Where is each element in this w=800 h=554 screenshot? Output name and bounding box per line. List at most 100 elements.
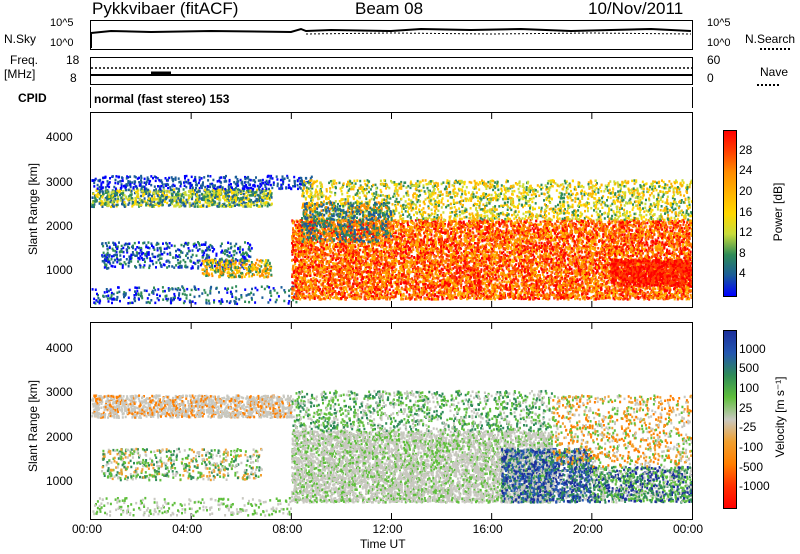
power-cell — [186, 287, 189, 291]
power-cell — [134, 248, 137, 251]
power-cell — [153, 248, 156, 251]
power-cell — [241, 197, 244, 200]
power-cell — [147, 246, 149, 249]
power-cell — [256, 273, 259, 276]
power-cell — [105, 288, 108, 291]
power-cell — [113, 197, 115, 201]
freq-trace — [91, 67, 692, 76]
power-cell — [194, 202, 197, 205]
power-cell — [96, 187, 99, 190]
power-cell — [223, 202, 226, 206]
power-cell — [259, 195, 262, 199]
power-cell — [255, 197, 258, 201]
nsearch-tick-top: 10^5 — [707, 17, 731, 29]
power-cell — [264, 181, 267, 184]
power-cell — [260, 198, 263, 201]
power-cell — [228, 259, 231, 263]
power-cell — [172, 188, 174, 192]
power-cell — [178, 192, 181, 196]
power-cell — [156, 241, 159, 245]
power-cell — [121, 202, 123, 206]
power-cell — [234, 302, 236, 305]
power-cell — [210, 285, 213, 289]
power-cell — [242, 205, 245, 208]
power-cell — [206, 263, 209, 266]
power-cell — [200, 205, 203, 208]
power-cell — [207, 179, 210, 182]
power-cell — [133, 175, 136, 178]
power-cell — [163, 197, 166, 201]
power-cell — [196, 193, 198, 196]
power-cell — [104, 186, 107, 189]
power-cell — [287, 302, 290, 305]
power-cell — [257, 187, 260, 190]
power-cell — [218, 205, 221, 208]
power-cell — [207, 299, 210, 303]
power-cell — [130, 197, 132, 200]
power-cell — [152, 176, 154, 180]
power-cell — [164, 177, 167, 180]
power-cell — [234, 191, 237, 195]
power-cell — [123, 295, 125, 299]
power-cell — [116, 199, 119, 203]
power-cell — [171, 202, 174, 206]
power-cell — [107, 203, 110, 207]
power-cell — [187, 241, 190, 245]
power-cell — [157, 298, 160, 302]
power-cell — [178, 292, 181, 295]
power-cell — [211, 203, 214, 207]
power-cell — [106, 248, 109, 251]
power-cell — [171, 199, 174, 203]
power-cell — [173, 184, 176, 188]
power-cell — [95, 194, 98, 197]
power-cell — [258, 274, 261, 278]
power-cell — [247, 186, 250, 190]
power-cell — [214, 271, 217, 274]
power-cell — [171, 265, 174, 268]
power-cell — [275, 175, 278, 178]
power-cell — [218, 191, 221, 195]
power-cell — [237, 246, 240, 250]
power-cell — [209, 292, 212, 295]
power-cell — [252, 201, 255, 204]
power-cell — [148, 180, 151, 183]
power-cell — [275, 298, 278, 302]
power-cell — [202, 204, 205, 207]
power-cell — [574, 297, 577, 301]
power-cell — [238, 250, 241, 254]
power-cell — [215, 187, 218, 190]
power-cell — [234, 266, 237, 269]
power-cell — [150, 299, 153, 302]
power-cell — [238, 274, 240, 278]
power-cell — [247, 189, 250, 192]
power-cell — [233, 299, 236, 303]
power-cell — [247, 181, 250, 184]
power-cell — [272, 181, 275, 184]
power-cell — [207, 190, 210, 194]
power-cell — [243, 275, 246, 278]
power-cell — [109, 177, 111, 180]
power-cell — [106, 297, 109, 300]
power-cell — [206, 184, 209, 188]
power-cell — [235, 285, 238, 288]
power-cell — [172, 190, 175, 194]
power-cell — [285, 187, 288, 190]
power-cell — [184, 202, 187, 206]
power-cell — [236, 193, 239, 196]
power-cell — [106, 200, 109, 204]
power-cell — [187, 194, 190, 198]
power-cell — [147, 195, 150, 198]
power-cell — [141, 296, 144, 300]
power-cell — [125, 185, 127, 188]
power-cell — [226, 200, 229, 203]
power-cell — [290, 187, 292, 190]
power-cell — [232, 250, 235, 253]
power-cell — [94, 288, 97, 291]
power-cell — [197, 241, 199, 244]
power-cell — [231, 204, 234, 208]
power-cell — [235, 175, 238, 179]
power-cell — [266, 275, 269, 279]
power-cell — [216, 202, 219, 205]
power-cell — [238, 188, 241, 192]
power-cell — [234, 296, 237, 299]
